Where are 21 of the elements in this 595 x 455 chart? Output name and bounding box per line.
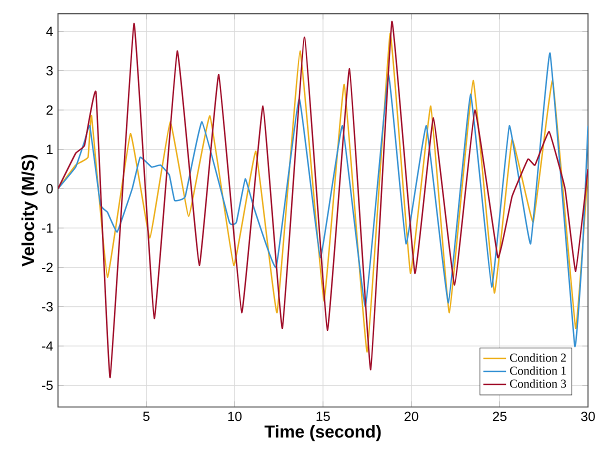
x-tick-label: 20 — [404, 412, 418, 422]
y-tick-label: 0 — [46, 184, 53, 194]
legend-label: Condition 1 — [510, 366, 566, 375]
x-tick-label: 5 — [143, 412, 150, 422]
x-tick-label: 15 — [316, 412, 330, 422]
x-tick-label: 10 — [228, 412, 242, 422]
y-tick-label: 2 — [46, 105, 53, 115]
y-axis-title: Velocity (M/S) — [21, 154, 38, 267]
y-tick-label: -5 — [42, 380, 53, 390]
y-tick-label: 3 — [46, 66, 53, 76]
x-tick-label: 30 — [581, 412, 595, 422]
legend-label: Condition 3 — [510, 379, 566, 388]
x-tick-label: 25 — [492, 412, 507, 422]
y-tick-label: -1 — [42, 223, 53, 233]
y-tick-label: -2 — [42, 262, 53, 272]
y-tick-label: -4 — [42, 341, 53, 351]
y-tick-label: 1 — [46, 144, 53, 154]
y-tick-label: 4 — [46, 26, 53, 36]
y-tick-label: -3 — [42, 302, 53, 312]
x-axis-title: Time (second) — [264, 424, 381, 442]
legend-label: Condition 2 — [510, 353, 566, 362]
